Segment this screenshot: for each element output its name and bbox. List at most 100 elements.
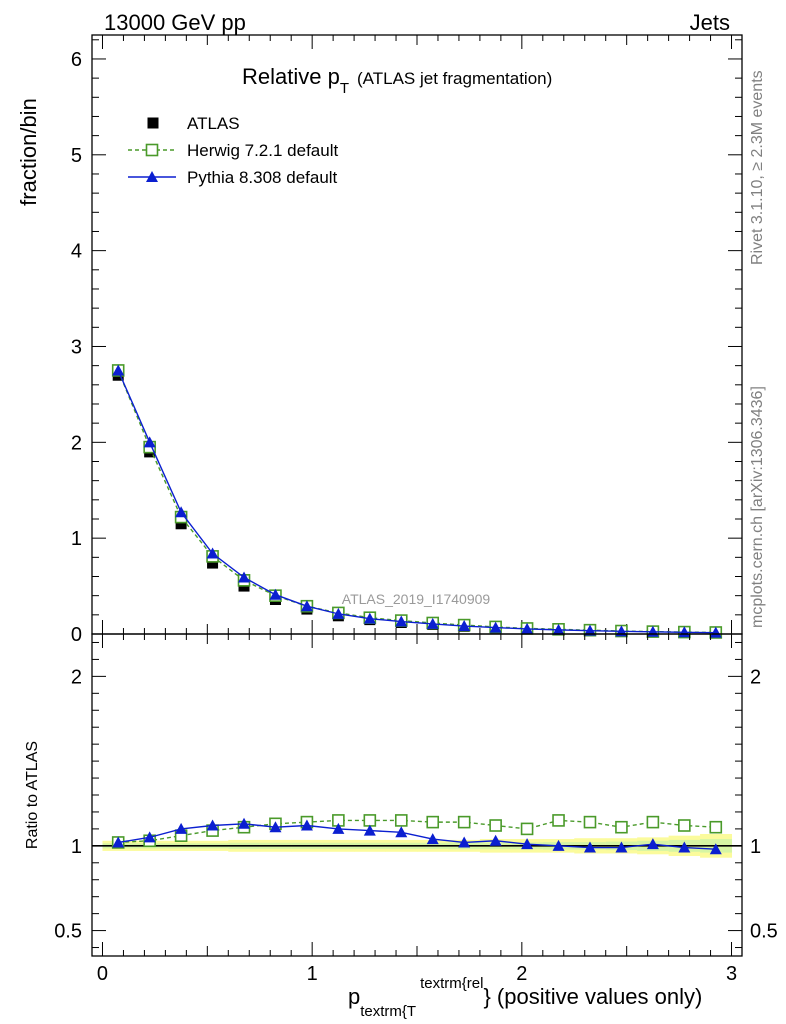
main-point-pythia: [300, 600, 313, 612]
ratio-point-herwig: [457, 815, 471, 829]
main-point-atlas: [207, 557, 219, 569]
legend-label-herwig: Herwig 7.2.1 default: [187, 141, 338, 160]
ratio-point-herwig: [552, 814, 565, 827]
main-plot: 0 1 2 3 4 5 6: [71, 34, 743, 646]
ratio-point-herwig: [678, 819, 691, 832]
x-axis-title: ptextrm{Ttextrm{rel} (positive values on…: [348, 975, 702, 1020]
x-tick-label: 1: [307, 963, 318, 985]
ratio-y-tick-label-right: 1: [750, 836, 761, 858]
main-point-pythia: [709, 626, 722, 638]
main-point-pythia: [112, 364, 125, 376]
main-point-pythia: [363, 612, 376, 624]
main-y-tick-label: 1: [71, 528, 82, 550]
header-right: Jets: [690, 10, 730, 35]
ratio-series: [111, 814, 723, 855]
rivet-label: Rivet 3.1.10, ≥ 2.3M events: [749, 70, 766, 265]
main-point-pythia: [332, 607, 345, 619]
ratio-point-herwig: [583, 815, 597, 829]
ratio-point-herwig: [363, 814, 377, 827]
main-point-pythia: [458, 620, 471, 632]
ratio-point-pythia: [238, 817, 251, 829]
main-y-tick-label: 4: [71, 241, 82, 263]
main-line-herwig: [117, 370, 716, 634]
main-y-tick-label: 3: [71, 336, 82, 358]
main-point-pythia: [489, 621, 502, 633]
ratio-point-pythia: [458, 836, 471, 848]
main-point-pythia: [426, 617, 439, 629]
ratio-point-pythia: [709, 843, 722, 855]
x-axis-title-sub: textrm{T: [360, 1003, 416, 1020]
ratio-point-pythia: [552, 839, 565, 851]
ratio-point-pythia: [678, 841, 691, 853]
legend-marker-herwig: [145, 143, 159, 157]
ratio-y-tick-label-right: 0.5: [750, 921, 778, 943]
y-axis-title-ratio: Ratio to ATLAS: [24, 741, 41, 849]
main-y-tick-label: 0: [71, 624, 82, 646]
x-tick-label: 3: [726, 963, 737, 985]
ratio-frame: [91, 633, 743, 957]
header-left: 13000 GeV pp: [104, 10, 246, 35]
ratio-point-herwig: [709, 820, 723, 834]
main-point-atlas: [175, 518, 187, 530]
mcplots-label: mcplots.cern.ch [arXiv:1306.3436]: [749, 386, 766, 628]
main-point-pythia: [583, 624, 596, 636]
ratio-point-herwig: [394, 814, 408, 827]
legend-marker-pythia: [146, 171, 158, 182]
x-axis-title-tail: } (positive values only): [483, 984, 702, 1009]
main-point-pythia: [175, 506, 188, 518]
main-series: [111, 364, 723, 639]
ratio-point-pythia: [363, 824, 376, 836]
ratio-y-tick-label-right: 2: [750, 666, 761, 688]
ratio-point-pythia: [112, 836, 125, 848]
ratio-point-herwig: [489, 819, 502, 832]
legend-marker-atlas: [147, 117, 159, 129]
main-y-tick-label: 2: [71, 432, 82, 454]
ratio-point-pythia: [143, 831, 156, 843]
y-axis-title-main: fraction/bin: [16, 98, 41, 206]
chart-title: Relative pT (ATLAS jet fragmentation): [242, 64, 552, 97]
ratio-point-herwig: [646, 815, 660, 829]
ratio-point-herwig: [426, 815, 440, 829]
x-axis-title-sup: textrm{rel: [420, 975, 483, 992]
ratio-point-herwig: [520, 822, 534, 836]
ratio-point-pythia: [269, 821, 282, 833]
ratio-point-pythia: [646, 838, 659, 850]
x-tick-label: 0: [97, 963, 108, 985]
ratio-point-pythia: [583, 841, 596, 853]
x-tick-label: 2: [516, 963, 527, 985]
main-point-pythia: [143, 436, 156, 448]
ratio-point-pythia: [332, 822, 345, 834]
ratio-point-pythia: [175, 822, 188, 834]
ratio-point-herwig: [615, 820, 628, 834]
ratio-y-tick-label: 1: [71, 836, 82, 858]
legend-label-atlas: ATLAS: [187, 114, 240, 133]
chart-title-suffix: (ATLAS jet fragmentation): [357, 69, 552, 88]
main-point-pythia: [269, 588, 282, 600]
analysis-watermark: ATLAS_2019_I1740909: [342, 591, 491, 607]
chart-title-main: Relative p: [242, 64, 340, 89]
ratio-point-pythia: [521, 838, 534, 850]
ratio-point-pythia: [206, 819, 219, 831]
legend: ATLAS Herwig 7.2.1 default Pythia 8.308 …: [128, 114, 338, 187]
x-axis-title-main: p: [348, 984, 360, 1009]
main-point-pythia: [206, 547, 219, 559]
ratio-ticks: 0.5 0.5 1 1 2 2: [54, 634, 778, 956]
ratio-line-pythia: [118, 823, 716, 850]
ratio-plot: 0.5 0.5 1 1 2 2: [54, 633, 778, 957]
ratio-y-tick-label: 2: [71, 666, 82, 688]
ratio-point-pythia: [426, 833, 439, 845]
x-tick-labels: 0 1 2 3: [97, 963, 737, 985]
legend-label-pythia: Pythia 8.308 default: [187, 168, 338, 187]
chart-title-sub: T: [340, 80, 349, 97]
main-point-pythia: [521, 622, 534, 634]
main-point-pythia: [238, 571, 251, 583]
main-ticks: 0 1 2 3 4 5 6: [71, 35, 742, 646]
main-point-pythia: [395, 615, 408, 627]
main-y-tick-label: 5: [71, 145, 82, 167]
ratio-point-pythia: [489, 834, 502, 846]
ratio-y-tick-label: 0.5: [54, 921, 82, 943]
main-point-pythia: [552, 623, 565, 635]
ratio-point-pythia: [395, 826, 408, 838]
ratio-point-pythia: [615, 841, 628, 853]
